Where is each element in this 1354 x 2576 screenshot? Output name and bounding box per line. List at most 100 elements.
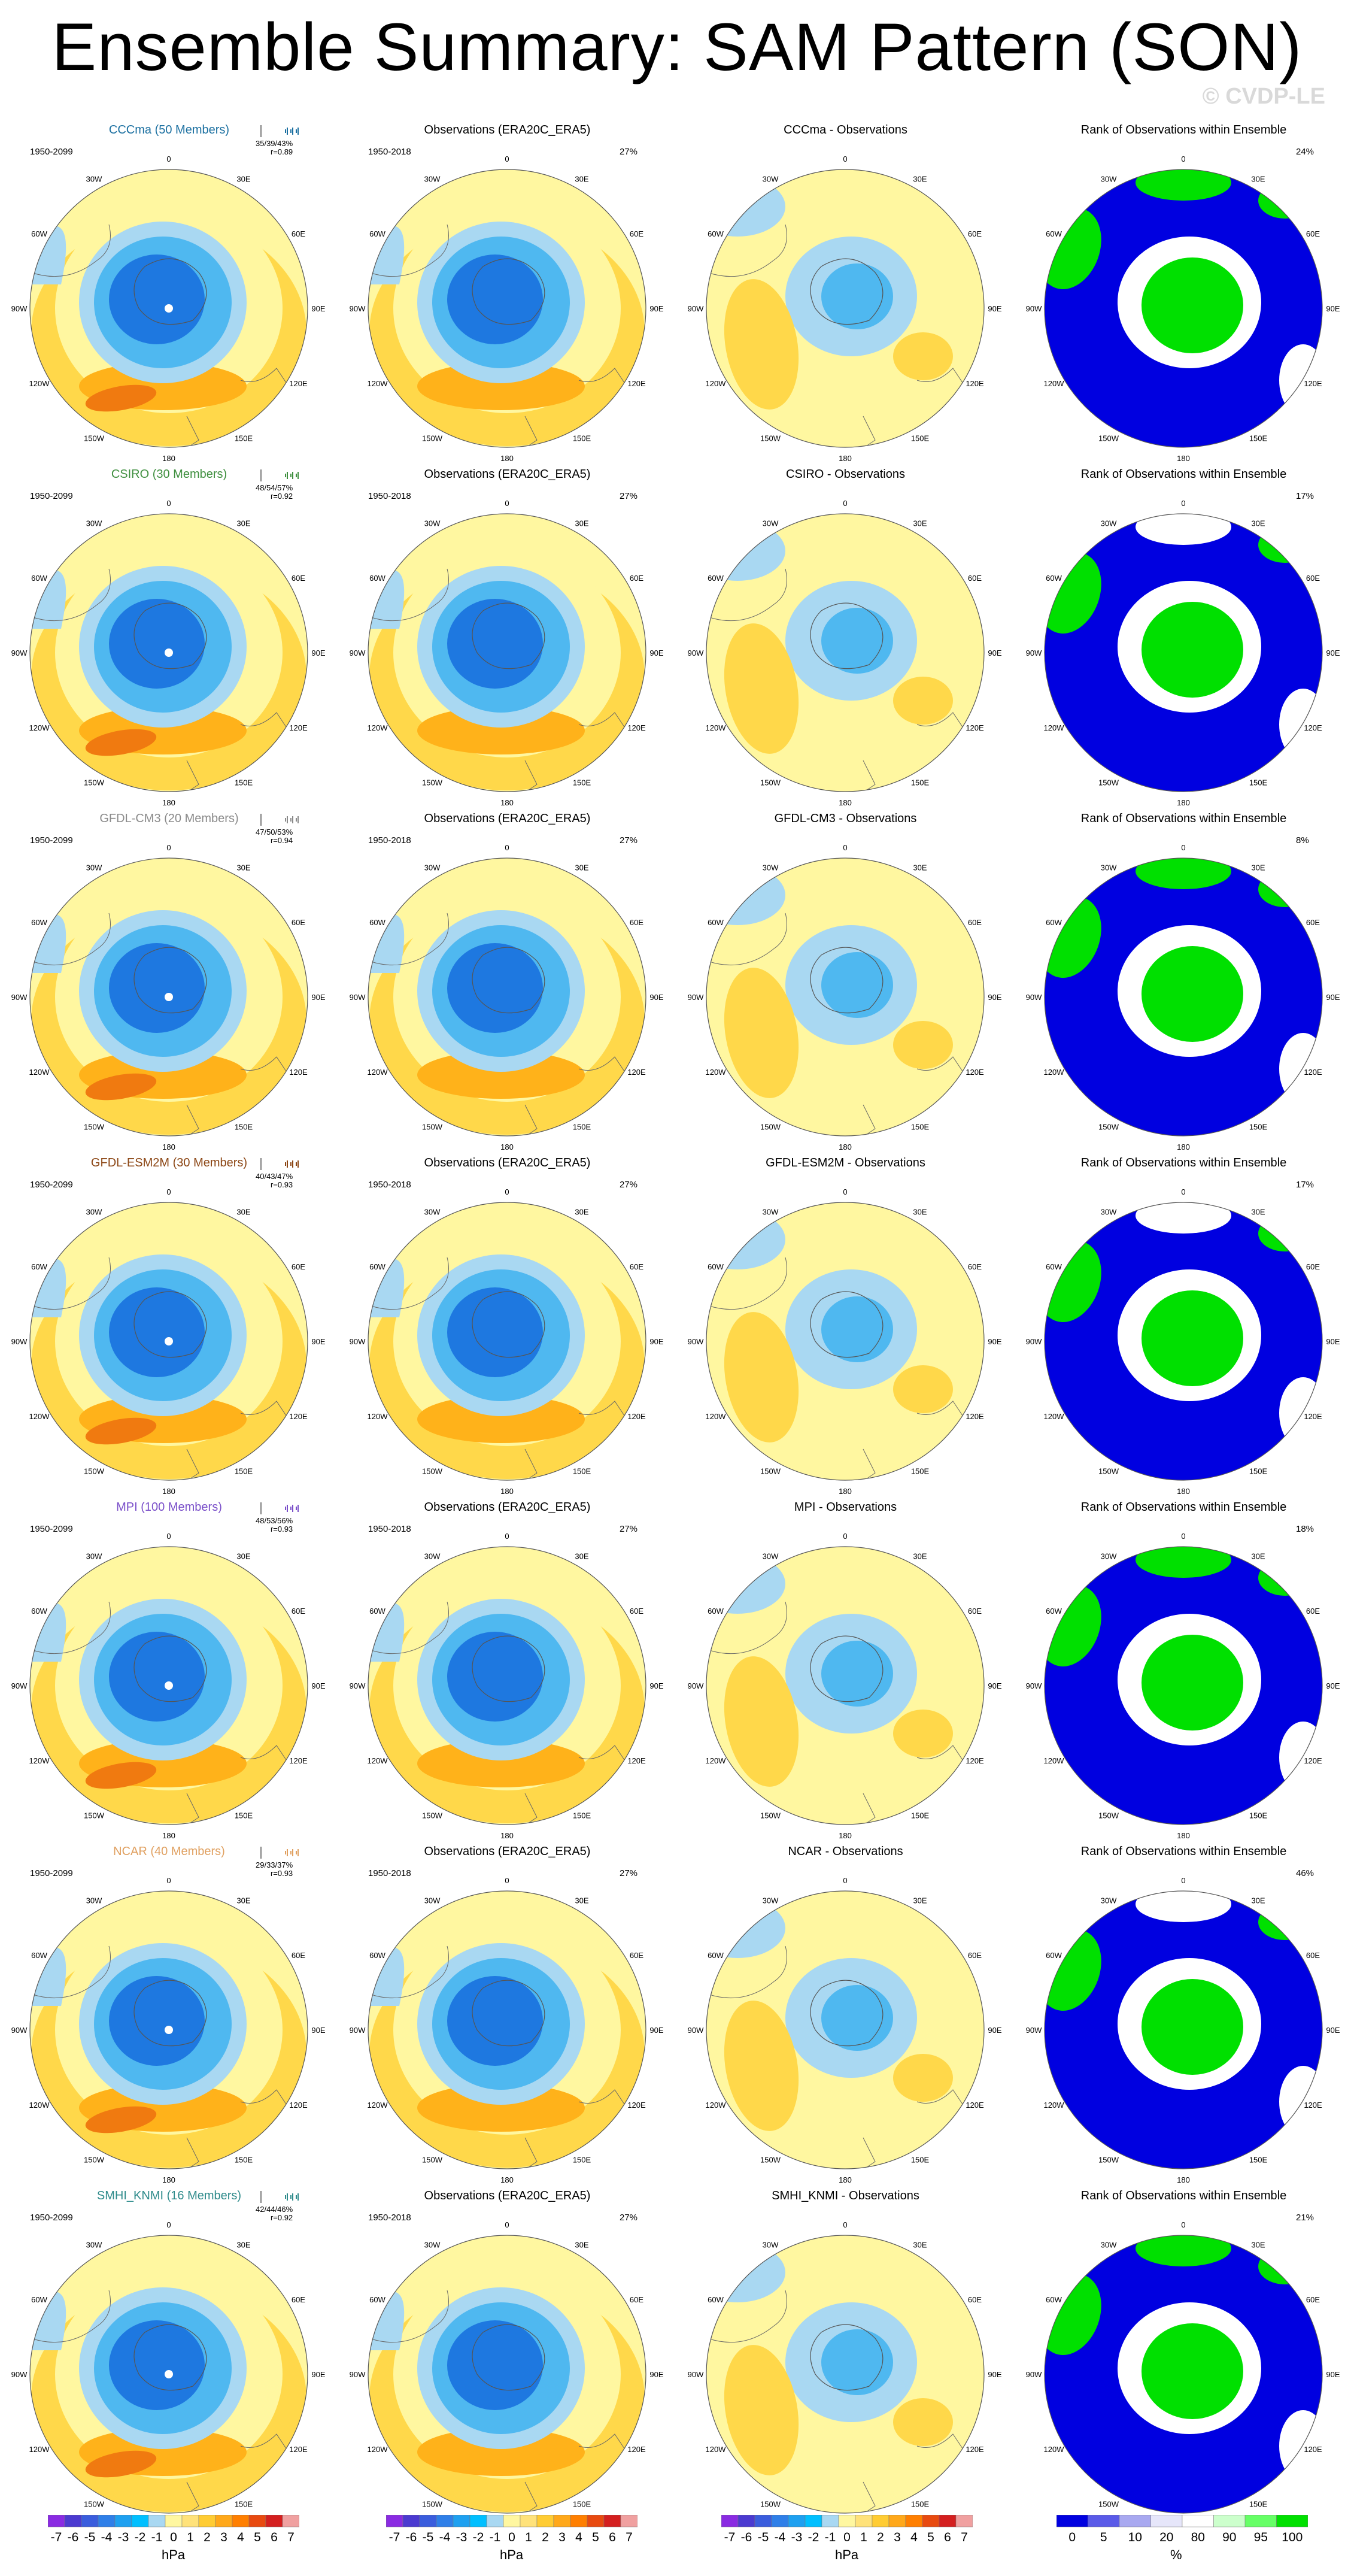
longitude-label: 150W	[422, 1467, 443, 1476]
longitude-label: 90E	[1326, 993, 1340, 1002]
panel-title: GFDL-CM3 (20 Members)	[99, 812, 239, 825]
colorbar-tick-label: 2	[877, 2530, 884, 2544]
colorbar-tick-label: 0	[170, 2530, 177, 2544]
longitude-label: 0	[166, 154, 171, 163]
colorbar-tick-label: 4	[237, 2530, 244, 2544]
longitude-label: 0	[843, 843, 847, 852]
colorbar-tick-label: -6	[405, 2530, 417, 2544]
longitude-label: 90E	[988, 304, 1001, 313]
longitude-label: 60E	[292, 918, 305, 927]
longitude-label: 120E	[289, 1068, 308, 1077]
longitude-label: 150E	[1249, 434, 1268, 443]
longitude-label: 30W	[763, 519, 779, 528]
stats-correlation: r=0.92	[270, 492, 293, 501]
longitude-label: 30E	[236, 1207, 250, 1216]
longitude-label: 120W	[706, 1756, 727, 1765]
longitude-label: 120E	[289, 723, 308, 732]
longitude-label: 120W	[1044, 723, 1065, 732]
longitude-label: 60E	[630, 574, 643, 583]
longitude-label: 150E	[573, 778, 591, 787]
longitude-label: 150W	[760, 2156, 781, 2165]
percent-label: 46%	[1296, 1868, 1314, 1878]
longitude-label: 60E	[1306, 2295, 1320, 2304]
longitude-label: 30W	[1101, 1551, 1117, 1560]
panel-title: GFDL-CM3 - Observations	[774, 812, 917, 825]
longitude-label: 150E	[573, 1811, 591, 1820]
longitude-label: 60W	[1046, 1951, 1062, 1960]
polar-map: 0 30E 60E 90E 120E 150E 180 150W 120W 90W 60W 30W	[11, 843, 326, 1151]
longitude-label: 150E	[573, 434, 591, 443]
colorbar-rank: 0 5 10 20 80 90 95 100%	[1057, 2515, 1308, 2569]
map-panel-diff: 0 30E 60E 90E 120E 150E 180 150W 120W 90W 60W 30W GF…	[676, 1156, 1015, 1500]
longitude-label: 120W	[706, 723, 727, 732]
longitude-label: 90W	[688, 1337, 704, 1346]
percent-label: 27%	[620, 1868, 638, 1878]
panel-title: Rank of Observations within Ensemble	[1080, 123, 1287, 137]
percent-label: 17%	[1296, 491, 1314, 501]
longitude-label: 180	[162, 1487, 175, 1496]
panel-title: GFDL-ESM2M - Observations	[766, 1156, 925, 1169]
polar-map: 0 30E 60E 90E 120E 150E 180 150W 120W 90W 60W 30W	[688, 1187, 1002, 1496]
longitude-label: 30W	[1101, 519, 1117, 528]
longitude-label: 150E	[235, 2500, 253, 2509]
colorbar-tick-label: 1	[860, 2530, 867, 2544]
longitude-label: 150W	[760, 2500, 781, 2509]
longitude-label: 0	[1181, 1187, 1185, 1196]
longitude-label: 180	[162, 1831, 175, 1840]
panel-title: Observations (ERA20C_ERA5)	[424, 468, 591, 481]
longitude-label: 120W	[368, 1412, 388, 1421]
period-label: 1950-2099	[30, 1868, 73, 1878]
percent-label: 27%	[620, 2213, 638, 2223]
map-panel-model: 0 30E 60E 90E 120E 150E 180 150W 120W 90W 60W 30W NC…	[0, 1844, 338, 2189]
longitude-label: 150E	[911, 2500, 930, 2509]
colorbar-swatch	[486, 2515, 504, 2527]
longitude-label: 30E	[913, 1896, 927, 1905]
longitude-label: 60E	[292, 1951, 305, 1960]
period-label: 1950-2018	[368, 1180, 411, 1190]
longitude-label: 150W	[422, 2156, 443, 2165]
map-panel-obs: 0 30E 60E 90E 120E 150E 180 150W 120W 90W 60W 30W Ob…	[338, 467, 676, 811]
colorbar-tick-label: -3	[791, 2530, 803, 2544]
longitude-label: 0	[166, 1532, 171, 1541]
longitude-label: 60W	[1046, 1607, 1062, 1616]
longitude-label: 90E	[649, 304, 663, 313]
panel-title: Rank of Observations within Ensemble	[1080, 2189, 1287, 2202]
longitude-label: 60W	[708, 1607, 724, 1616]
colorbar-swatch	[1244, 2515, 1277, 2527]
percent-label: 8%	[1296, 835, 1309, 845]
longitude-label: 60E	[968, 1607, 982, 1616]
longitude-label: 90E	[1326, 2026, 1340, 2035]
longitude-label: 60W	[1046, 574, 1062, 583]
colorbar-tick-label: 90	[1222, 2530, 1237, 2544]
longitude-label: 150E	[1249, 2156, 1268, 2165]
colorbar-tick-label: 0	[1068, 2530, 1076, 2544]
longitude-label: 120W	[368, 723, 388, 732]
colorbar-swatch	[503, 2515, 521, 2527]
longitude-label: 90E	[988, 2370, 1001, 2379]
longitude-label: 150W	[1098, 1467, 1119, 1476]
longitude-label: 150W	[84, 2500, 105, 2509]
longitude-label: 150W	[1098, 778, 1119, 787]
colorbar-tick-label: -6	[67, 2530, 79, 2544]
percent-label: 21%	[1296, 2213, 1314, 2223]
longitude-label: 30W	[86, 1207, 102, 1216]
longitude-label: 180	[839, 454, 852, 463]
longitude-label: 30W	[763, 1207, 779, 1216]
longitude-label: 180	[500, 1142, 514, 1151]
stats-percent: 35/39/43%	[256, 139, 293, 148]
longitude-label: 90W	[1026, 1681, 1042, 1690]
longitude-label: 30W	[424, 863, 441, 872]
longitude-label: 30E	[575, 174, 588, 183]
longitude-label: 60W	[369, 1607, 385, 1616]
period-label: 1950-2018	[368, 491, 411, 501]
longitude-label: 30W	[1101, 174, 1117, 183]
longitude-label: 90W	[688, 1681, 704, 1690]
colorbar-tick-label: -7	[388, 2530, 400, 2544]
map-panel-diff: 030E60E90E120E150E180150W120W90W60W30WSM…	[676, 2189, 1015, 2533]
longitude-label: 150E	[1249, 778, 1268, 787]
longitude-label: 0	[1181, 499, 1185, 508]
longitude-label: 90E	[988, 993, 1001, 1002]
stats-percent: 42/44/46%	[256, 2205, 293, 2214]
longitude-label: 150E	[235, 1811, 253, 1820]
longitude-label: 150W	[760, 434, 781, 443]
